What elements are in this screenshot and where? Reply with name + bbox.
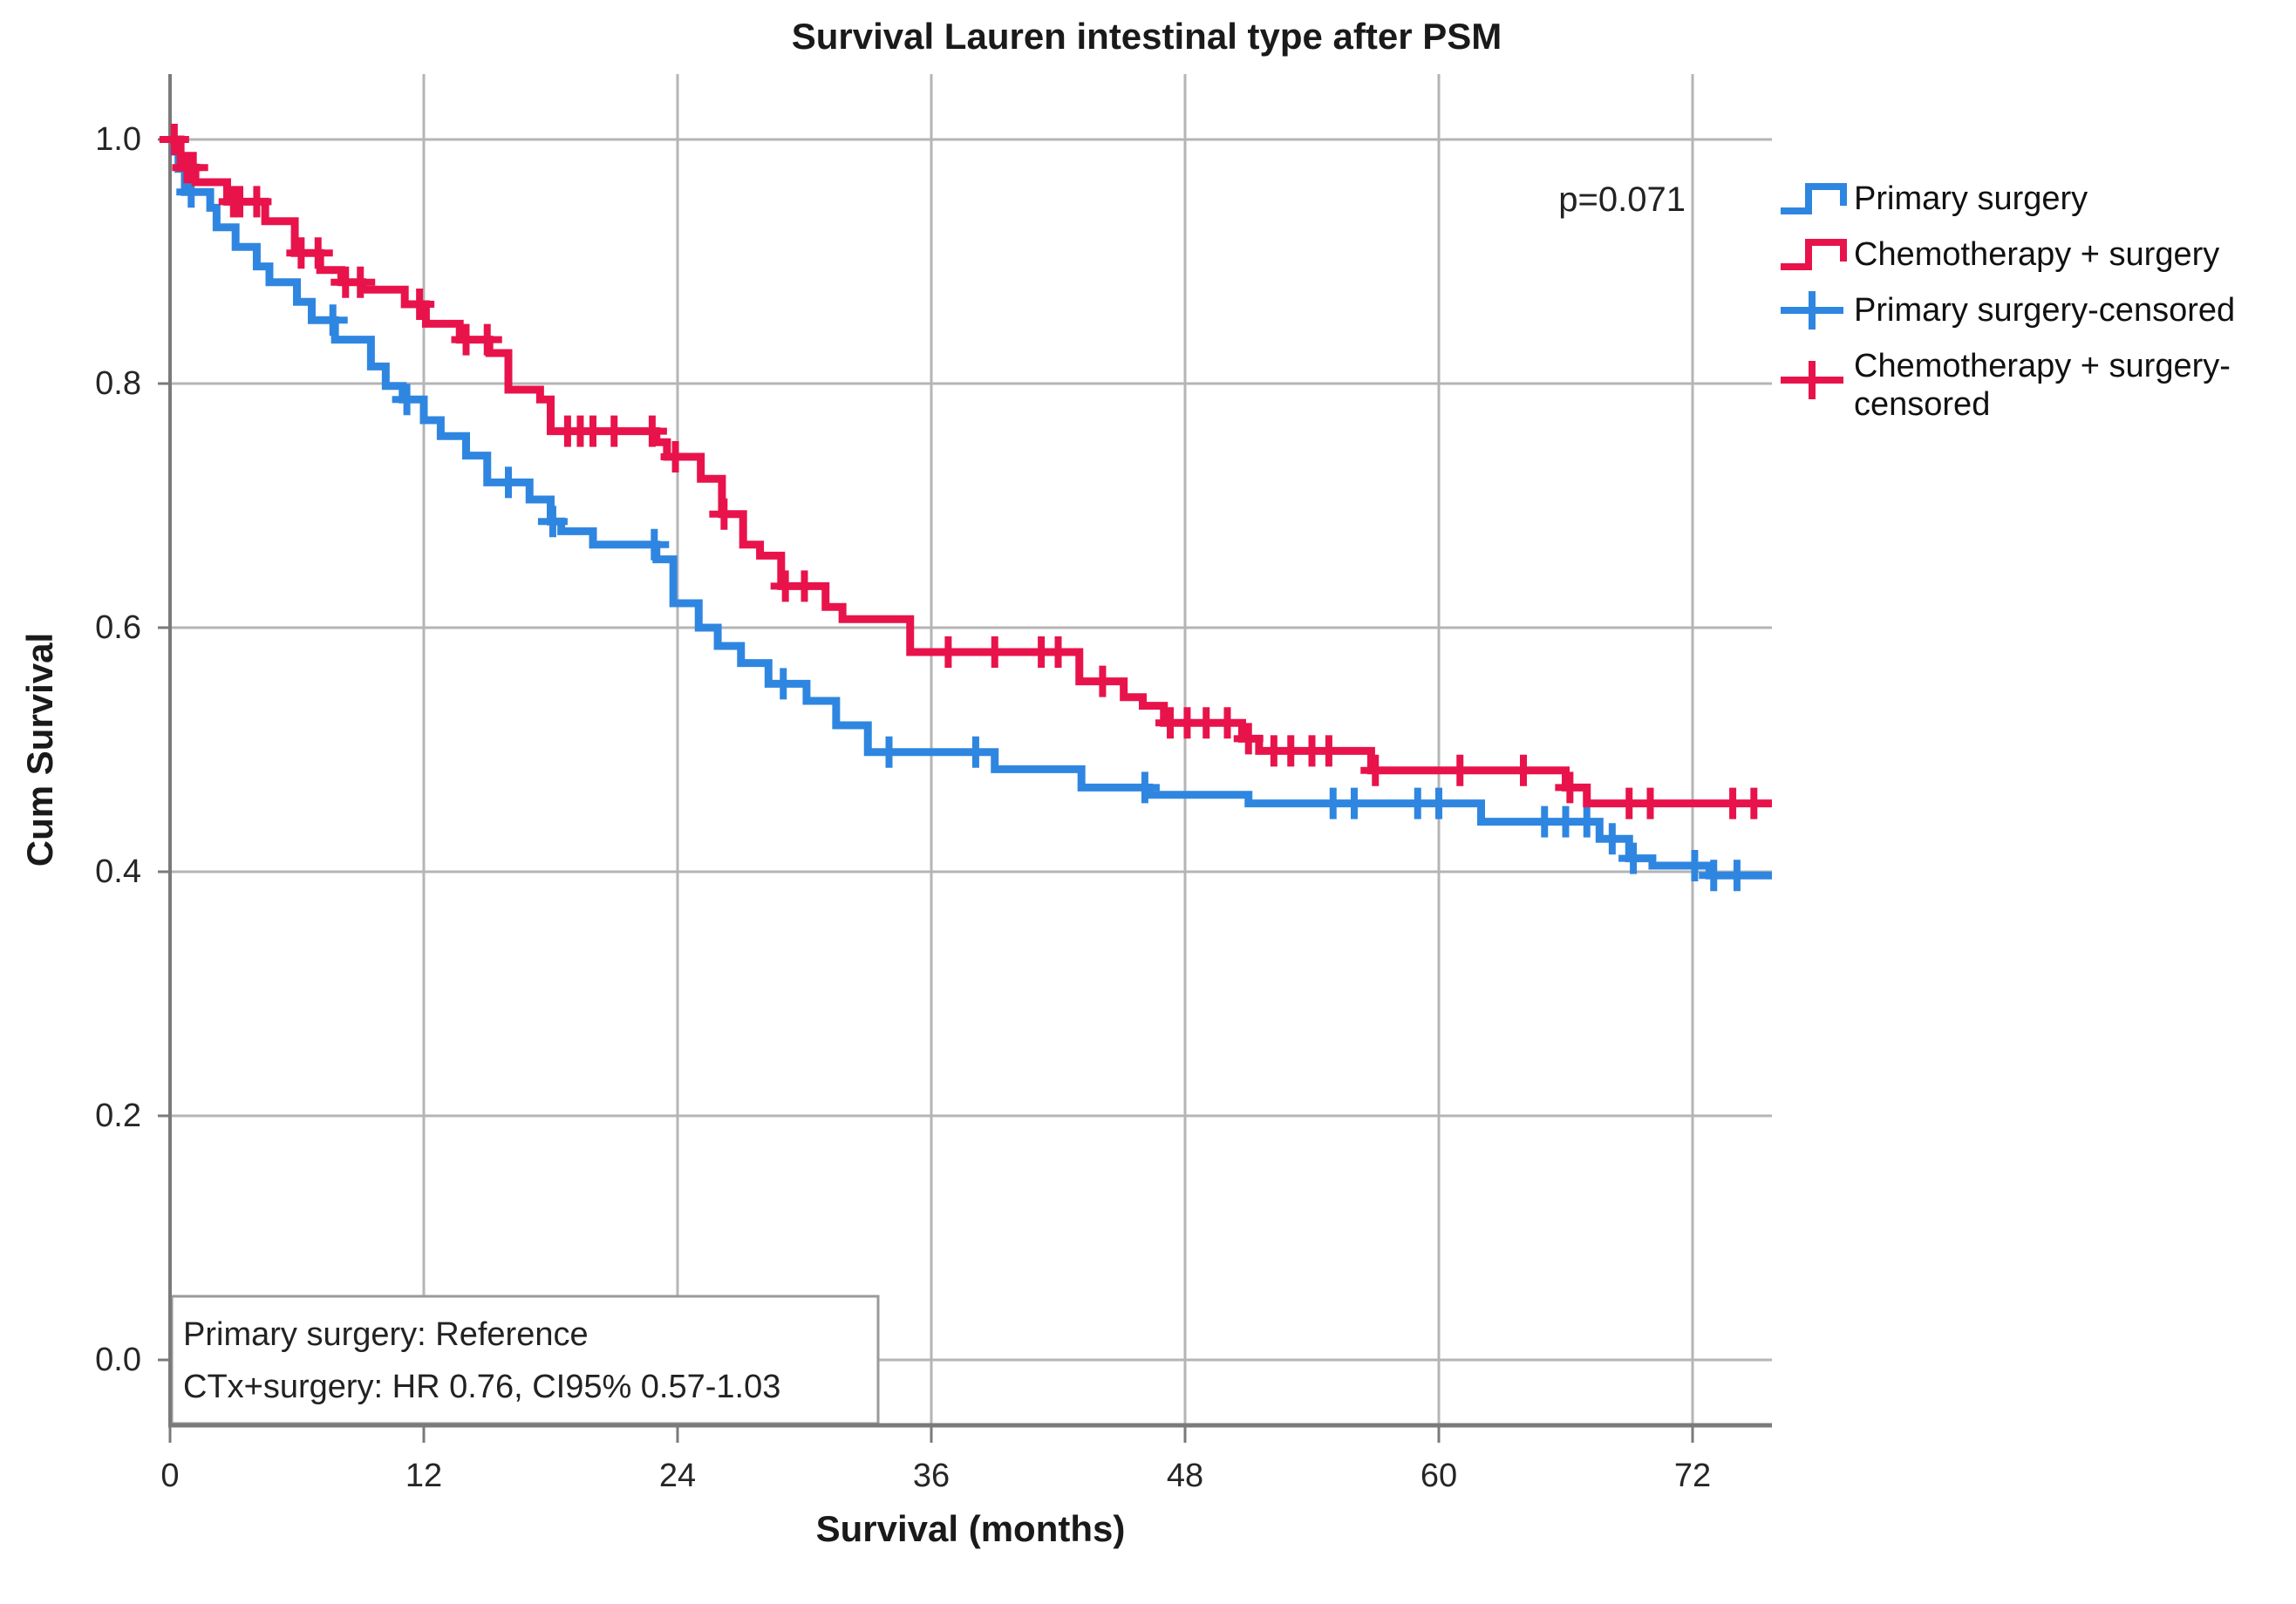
censor-plus-icon [1781, 361, 1843, 399]
censor-mark-chemotherapy-surgery [1635, 787, 1666, 819]
censor-mark-primary-surgery [1129, 771, 1160, 804]
y-tick-label: 0.6 [95, 609, 141, 646]
censor-mark-chemotherapy-surgery [242, 186, 272, 218]
censor-mark-primary-surgery [537, 506, 568, 538]
censor-mark-chemotherapy-surgery [1212, 707, 1243, 739]
y-tick-label: 0.0 [95, 1342, 141, 1378]
censor-mark-primary-surgery [317, 304, 348, 336]
censor-mark-chemotherapy-surgery [303, 237, 333, 269]
censor-mark-chemotherapy-surgery [637, 415, 667, 447]
censor-plus-icon [1781, 291, 1843, 330]
legend-label-primary-surgery: Primary surgery [1854, 180, 2088, 217]
censor-mark-chemotherapy-surgery [709, 498, 739, 530]
x-axis-title: Survival (months) [816, 1508, 1126, 1549]
legend-label-chemotherapy-surgery: Chemotherapy + surgery [1854, 236, 2219, 273]
x-tick-label: 36 [913, 1458, 950, 1494]
x-tick-label: 72 [1674, 1458, 1711, 1494]
censor-mark-primary-surgery [639, 528, 670, 561]
censor-mark-chemotherapy-surgery [660, 441, 691, 472]
x-tick-label: 24 [659, 1458, 696, 1494]
censor-mark-chemotherapy-surgery [1739, 787, 1769, 819]
survival-curve-chemotherapy-surgery [170, 135, 1772, 808]
hr-annotation-box: Primary surgery: Reference CTx+surgery: … [170, 1295, 880, 1425]
censor-mark-chemotherapy-surgery [1087, 665, 1118, 697]
censor-mark-chemotherapy-surgery [1313, 735, 1344, 767]
x-tick-label: 0 [160, 1458, 179, 1494]
annotation-line-hazard-ratio: CTx+surgery: HR 0.76, CI95% 0.57-1.03 [183, 1369, 780, 1405]
censor-mark-primary-surgery [1721, 860, 1752, 892]
censor-mark-primary-surgery [1618, 842, 1649, 874]
tick-labels: 0 12 24 36 48 60 72 0.0 0.2 0.4 0.6 0.8 1.0 [95, 121, 1711, 1494]
censor-mark-chemotherapy-surgery [472, 323, 502, 356]
y-tick-label: 0.8 [95, 365, 141, 402]
legend-label-primary-surgery-censored: Primary surgery-censored [1854, 292, 2235, 329]
censor-mark-primary-surgery [1424, 787, 1454, 819]
chart-title: Survival Lauren intestinal type after PS… [792, 16, 1502, 57]
p-value-label: p=0.071 [1558, 180, 1686, 219]
annotation-line-reference: Primary surgery: Reference [183, 1316, 589, 1353]
censor-mark-primary-surgery [392, 384, 422, 416]
censor-mark-chemotherapy-surgery [599, 415, 630, 447]
legend-glyphs [1781, 183, 1847, 399]
censor-mark-chemotherapy-surgery [979, 636, 1010, 668]
legend-glyph-censor-3 [1781, 361, 1843, 399]
survival-curve-primary-surgery [170, 147, 1772, 880]
y-axis-title: Cum Survival [19, 633, 60, 867]
censor-mark-primary-surgery [1597, 823, 1627, 855]
censor-mark-chemotherapy-surgery [159, 124, 189, 155]
legend-glyph-step-0 [1781, 183, 1847, 214]
censor-mark-primary-surgery [874, 736, 904, 768]
step-line-icon [1781, 183, 1847, 214]
censor-mark-primary-surgery [960, 736, 991, 768]
censor-mark-primary-surgery [768, 668, 799, 700]
x-tick-label: 48 [1167, 1458, 1203, 1494]
censor-mark-primary-surgery [1571, 805, 1602, 838]
censor-mark-primary-surgery [1679, 850, 1710, 881]
censor-mark-chemotherapy-surgery [789, 570, 820, 602]
x-tick-label: 60 [1421, 1458, 1457, 1494]
censor-mark-chemotherapy-surgery [1233, 723, 1264, 755]
step-line-icon [1781, 239, 1847, 270]
legend: Primary surgery Chemotherapy + surgery P… [1781, 180, 2235, 423]
legend-label-chemo-censored-line2: censored [1854, 386, 1990, 423]
censor-mark-chemotherapy-surgery [1360, 754, 1391, 786]
y-tick-label: 0.2 [95, 1098, 141, 1134]
x-tick-label: 12 [405, 1458, 442, 1494]
survival-curves [159, 124, 1772, 892]
censor-mark-primary-surgery [494, 466, 523, 499]
censor-mark-chemotherapy-surgery [1555, 771, 1585, 804]
legend-glyph-step-1 [1781, 239, 1847, 270]
censor-mark-chemotherapy-surgery [1043, 636, 1073, 668]
censor-mark-chemotherapy-surgery [933, 636, 964, 668]
legend-label-chemo-censored-line1: Chemotherapy + surgery- [1854, 348, 2231, 384]
y-tick-label: 0.4 [95, 853, 141, 890]
axes [158, 74, 1772, 1443]
censor-mark-chemotherapy-surgery [1509, 754, 1538, 786]
censor-mark-chemotherapy-surgery [1445, 754, 1475, 786]
censor-mark-chemotherapy-surgery [178, 152, 208, 184]
censor-mark-primary-surgery [1339, 787, 1369, 819]
y-tick-label: 1.0 [95, 121, 141, 158]
annotation-border [170, 1295, 880, 1425]
censor-mark-chemotherapy-surgery [345, 266, 376, 298]
legend-glyph-censor-2 [1781, 291, 1843, 330]
censor-mark-chemotherapy-surgery [405, 289, 435, 320]
